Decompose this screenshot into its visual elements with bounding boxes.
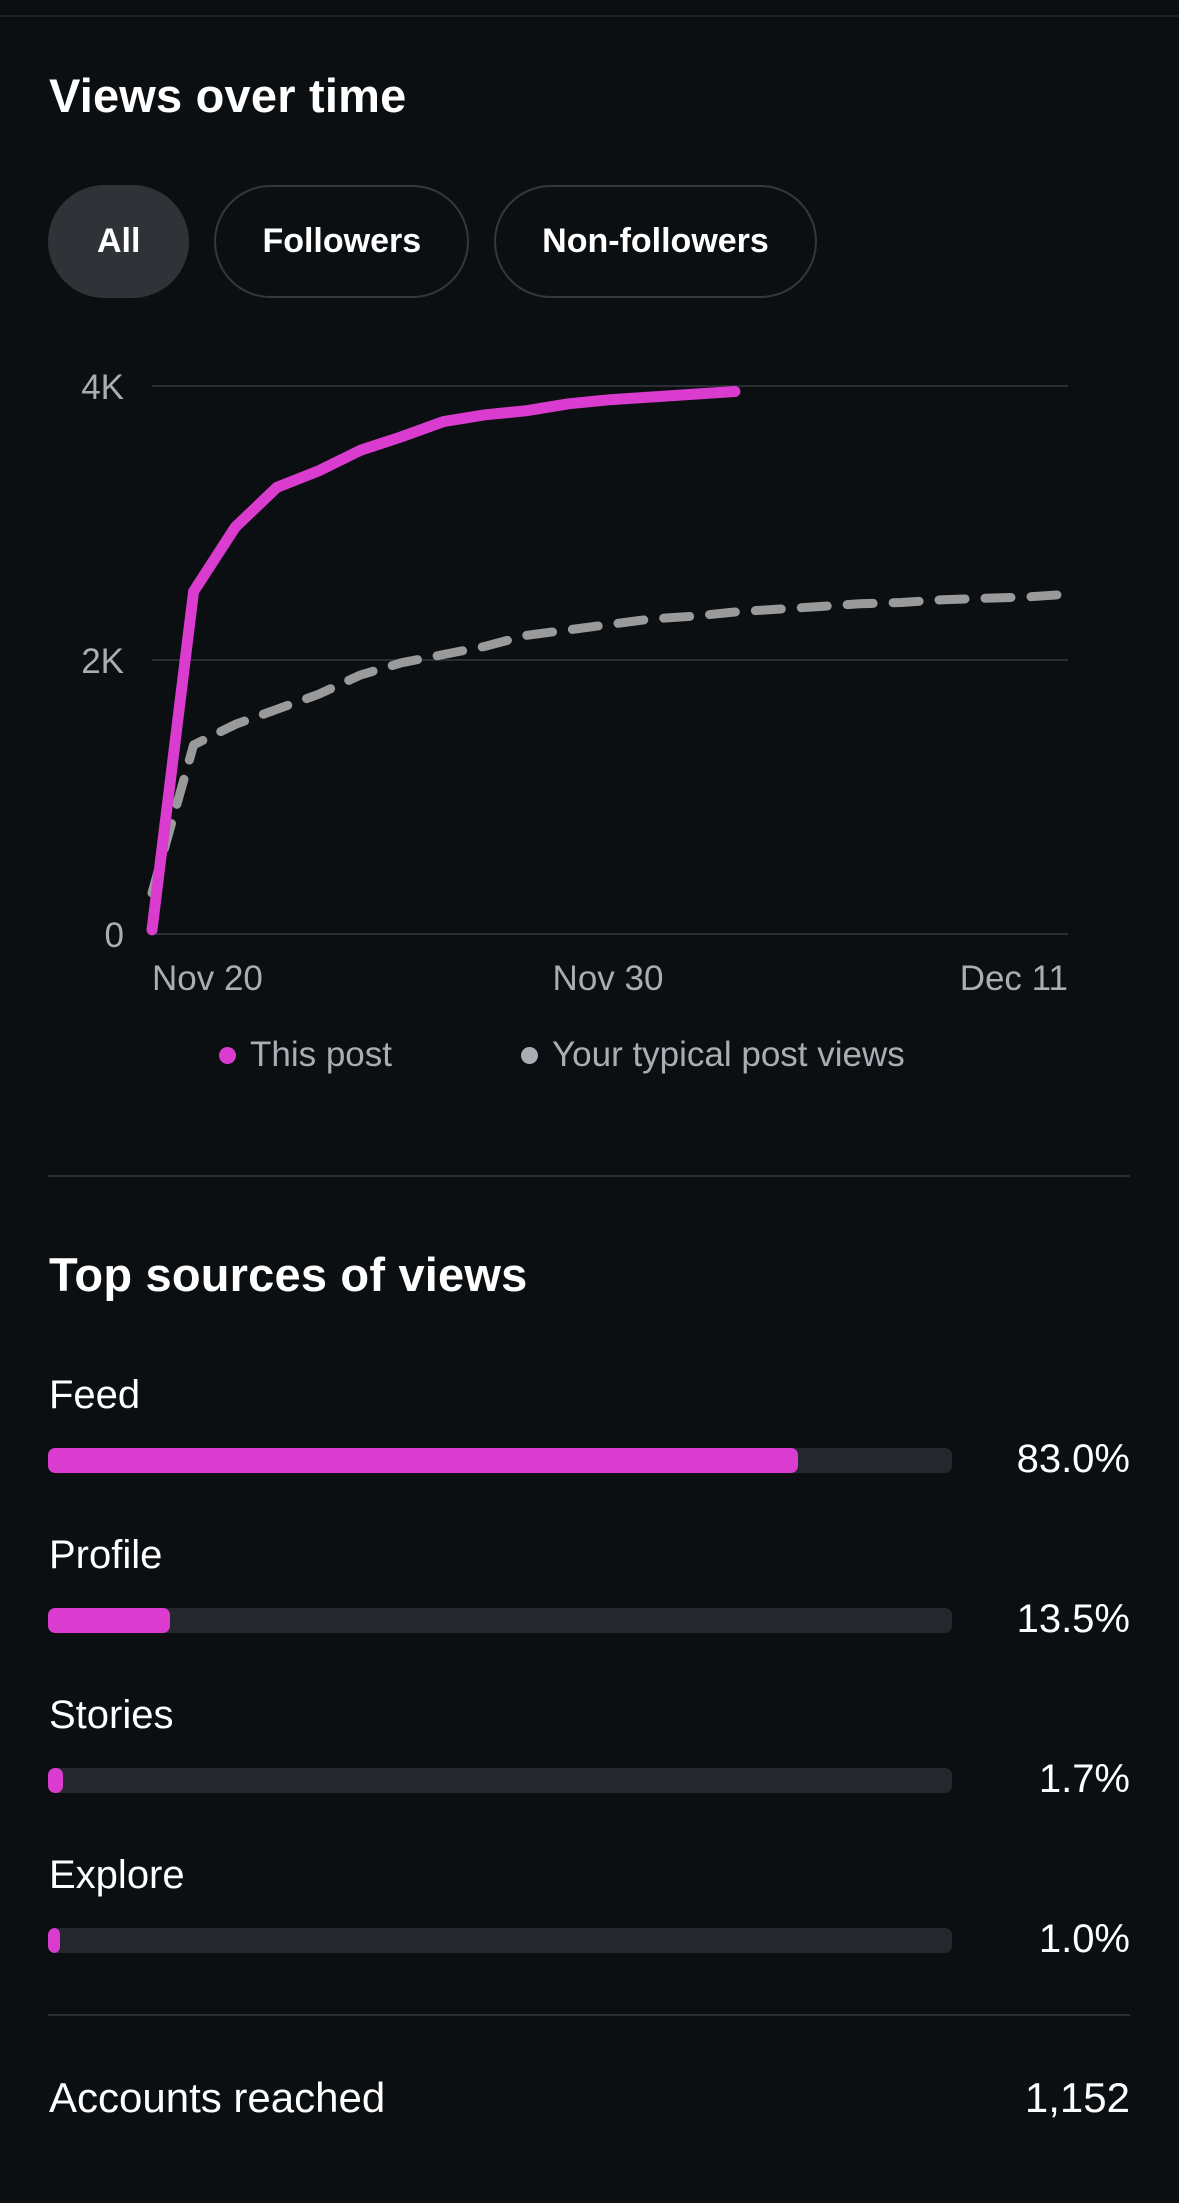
y-tick-label: 0 <box>105 916 124 955</box>
legend-this-post-label: This post <box>250 1035 392 1074</box>
y-tick-label: 2K <box>81 642 124 681</box>
views-line-chart: 4K 2K 0 Nov 20 Nov 30 Dec 11 <box>81 368 1073 998</box>
legend-this-post-dot <box>219 1046 236 1064</box>
accounts-reached-value: 1,152 <box>1024 2074 1130 2121</box>
x-tick-label: Dec 11 <box>960 959 1068 998</box>
source-bar-fill-profile <box>48 1608 171 1633</box>
source-bar-stories <box>48 1768 952 1793</box>
source-bar-explore <box>48 1928 952 1953</box>
legend-typical-views-dot <box>521 1046 538 1064</box>
legend-typical-views-label: Your typical post views <box>552 1035 905 1074</box>
x-tick-label: Nov 30 <box>553 959 664 998</box>
source-bar-fill-stories <box>48 1768 64 1793</box>
filter-followers-button[interactable]: Followers <box>214 185 470 298</box>
y-tick-label: 4K <box>81 368 124 407</box>
accounts-reached-label: Accounts reached <box>49 2074 386 2121</box>
series-line-this-post <box>146 386 741 936</box>
views-over-time-title: Views over time <box>49 69 407 122</box>
series-line-typical-views <box>147 589 1073 898</box>
legend-typical-views: Your typical post views <box>521 1035 905 1075</box>
source-bar-fill-feed <box>48 1448 799 1473</box>
filter-non-followers-button[interactable]: Non-followers <box>494 185 817 298</box>
source-label-explore: Explore <box>49 1853 185 1897</box>
section-divider-bottom <box>48 2014 1130 2016</box>
filter-all-button[interactable]: All <box>48 185 190 298</box>
source-percent-feed: 83.0% <box>1016 1437 1130 1481</box>
source-bar-feed <box>48 1448 952 1473</box>
audience-filter-group: All Followers Non-followers <box>48 185 817 298</box>
source-bar-fill-explore <box>48 1928 60 1953</box>
x-tick-label: Nov 20 <box>152 959 263 998</box>
source-label-feed: Feed <box>49 1373 141 1417</box>
legend-this-post: This post <box>219 1035 392 1075</box>
source-percent-profile: 13.5% <box>1016 1597 1130 1641</box>
section-divider <box>48 1175 1130 1177</box>
top-sources-title: Top sources of views <box>49 1248 528 1301</box>
source-percent-explore: 1.0% <box>1038 1917 1130 1961</box>
source-label-stories: Stories <box>49 1693 174 1737</box>
source-label-profile: Profile <box>49 1533 163 1577</box>
source-bar-profile <box>48 1608 952 1633</box>
source-percent-stories: 1.7% <box>1038 1757 1130 1801</box>
top-divider <box>0 15 1179 17</box>
